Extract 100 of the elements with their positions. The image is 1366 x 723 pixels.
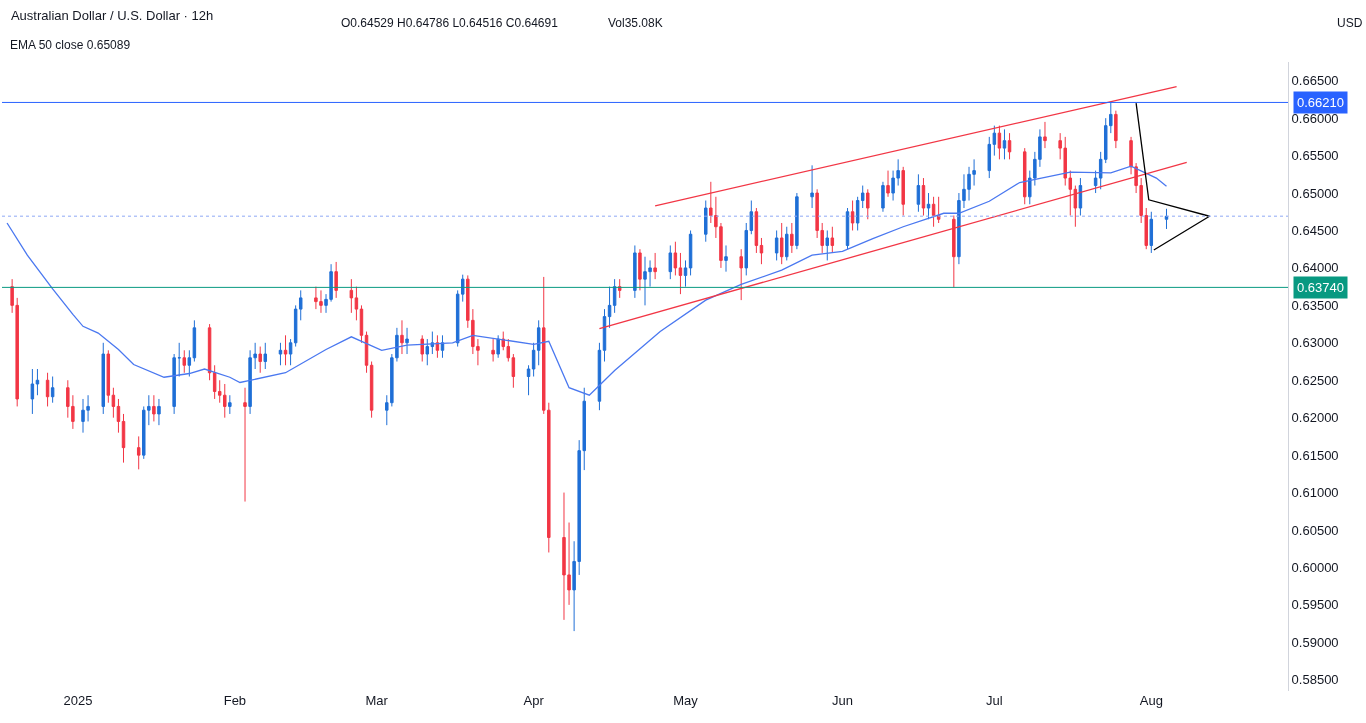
candlestick [886, 170, 890, 198]
candlestick [349, 278, 354, 314]
candlestick [926, 192, 931, 220]
candlestick [35, 368, 40, 396]
candlestick [850, 200, 855, 231]
candlestick [177, 342, 181, 377]
y-tick-label: 0.62000 [1291, 410, 1339, 426]
candlestick [881, 181, 885, 213]
candlestick [795, 192, 799, 250]
candlestick [901, 166, 905, 217]
y-tick-label: 0.60500 [1291, 522, 1339, 538]
candlestick [1149, 211, 1154, 254]
candlestick [182, 349, 187, 374]
candlestick [228, 394, 232, 415]
text: USD [1337, 16, 1363, 30]
y-tick-label: 0.65500 [1291, 148, 1339, 164]
candlestick [101, 342, 105, 415]
candlestick [724, 244, 728, 273]
candlestick [754, 207, 759, 254]
x-tick-label: Feb [223, 693, 247, 708]
candlestick [952, 215, 956, 288]
candlestick [45, 372, 50, 407]
candlestick [683, 259, 688, 288]
candlestick [278, 342, 283, 366]
candlestick [1129, 136, 1133, 175]
candlestick [931, 196, 936, 228]
x-tick-label: Mar [365, 693, 389, 708]
candlestick [440, 334, 445, 359]
candlestick [739, 248, 743, 301]
y-tick-label: 0.61000 [1291, 485, 1339, 501]
candlestick [673, 241, 678, 276]
candlestick [258, 346, 262, 374]
candlestick [617, 278, 622, 299]
candlestick [1043, 121, 1047, 149]
candlestick [405, 327, 409, 355]
candlestick [830, 226, 835, 254]
y-tick-label: 0.64500 [1291, 223, 1339, 239]
candlestick [866, 188, 870, 220]
chart-title: Australian Dollar / U.S. Dollar · 12h [10, 7, 214, 23]
candlestick [607, 286, 612, 329]
candlestick [283, 334, 288, 366]
candlestick [152, 394, 156, 422]
candlestick [1022, 147, 1027, 205]
candlestick [187, 349, 192, 377]
y-tick-label: 0.58500 [1291, 672, 1339, 688]
candlestick [602, 308, 607, 363]
candlestick [936, 196, 941, 224]
candlestick [334, 261, 338, 299]
text: Vol35.08K [608, 16, 663, 30]
candlestick [668, 244, 673, 280]
y-tick-label: 0.59500 [1291, 597, 1339, 613]
text: O0.64529 H0.64786 L0.64516 C0.64691 [341, 16, 559, 30]
y-tick-label: 0.64000 [1291, 260, 1339, 276]
y-tick-label: 0.63000 [1291, 335, 1339, 351]
candlestick [790, 222, 794, 254]
candlestick [612, 278, 617, 314]
candlestick [435, 334, 440, 359]
y-tick-label: 0.62500 [1291, 372, 1339, 388]
candlestick [1164, 208, 1169, 230]
candlestick [288, 338, 293, 366]
candlestick [921, 177, 926, 217]
candlestick [774, 229, 779, 261]
candlestick [263, 342, 268, 370]
y-tick-label: 0.63500 [1291, 297, 1339, 313]
candlestick [779, 222, 784, 265]
candlestick [400, 319, 404, 355]
candlestick [678, 252, 683, 295]
candlestick [116, 398, 121, 434]
x-tick-label: May [673, 693, 699, 708]
ref-line-label: 0.63740 [1297, 280, 1344, 295]
candlestick [1002, 128, 1007, 160]
x-tick-label: Apr [523, 693, 545, 708]
candlestick [633, 244, 637, 299]
candlestick [30, 368, 35, 415]
candlestick [785, 226, 789, 261]
candlestick [136, 435, 141, 470]
candlestick [243, 387, 247, 503]
y-tick-label: 0.65000 [1291, 185, 1339, 201]
candlestick [106, 349, 111, 404]
candlestick [1078, 177, 1083, 217]
candlestick [354, 286, 359, 321]
x-tick-label: Jun [831, 693, 853, 708]
candlestick [1114, 110, 1118, 149]
candlestick [704, 200, 708, 243]
ref-line-label: 0.66210 [1297, 95, 1344, 110]
candlestick [1007, 132, 1012, 160]
y-tick-label: 0.60000 [1291, 560, 1339, 575]
y-tick-label: 0.66000 [1291, 110, 1339, 126]
candlestick [997, 125, 1002, 160]
candlestick [638, 248, 642, 291]
candlestick [491, 338, 495, 363]
candlestick [825, 229, 830, 261]
candlestick [50, 376, 55, 404]
candlestick [526, 364, 531, 396]
x-tick-label: Jul [986, 693, 1003, 708]
line-series [1135, 102, 1211, 251]
y-tick-label: 0.59000 [1291, 634, 1339, 650]
candlestick [172, 353, 176, 415]
candlestick [916, 173, 921, 213]
candlestick [192, 319, 197, 363]
